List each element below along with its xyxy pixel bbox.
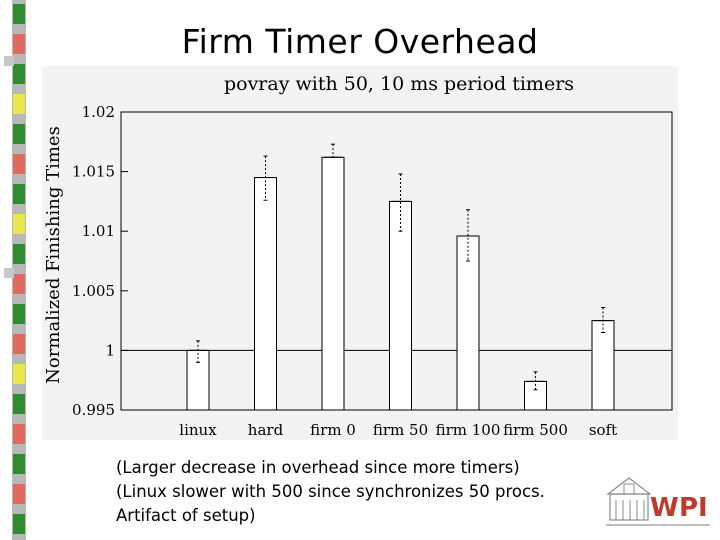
caption-line-2: (Linux slower with 500 since synchronize… [116, 482, 545, 501]
wpi-logo: W PI [606, 477, 710, 526]
bar-firm-50 [389, 200, 412, 411]
x-tick-label: firm 100 [436, 421, 501, 439]
x-tick-label: linux [179, 421, 217, 439]
bar-chart: povray with 50, 10 ms period timers Norm… [43, 73, 673, 439]
y-tick-label: 1.02 [82, 103, 115, 121]
chart-area: povray with 50, 10 ms period timers Norm… [42, 66, 678, 440]
caption-line-1: (Larger decrease in overhead since more … [116, 458, 520, 477]
y-tick-label: 1.015 [72, 163, 115, 181]
caption-line-3: Artifact of setup) [116, 506, 256, 525]
y-axis-label: Normalized Finishing Times [43, 126, 64, 384]
svg-text:PI: PI [679, 493, 708, 523]
y-tick-label: 0.995 [72, 401, 115, 419]
x-tick-label: hard [248, 421, 284, 439]
slide-title: Firm Timer Overhead [181, 22, 539, 61]
y-axis-ticks: 0.995 1 1.005 1.01 1.015 1.02 [72, 103, 128, 419]
bars [186, 143, 615, 411]
chart-title: povray with 50, 10 ms period timers [224, 73, 574, 95]
x-tick-label: firm 0 [310, 421, 356, 439]
bar-soft [591, 320, 615, 411]
x-axis-labels: linux hard firm 0 firm 50 firm 100 firm 500 so… [179, 421, 617, 439]
y-tick-label: 1.01 [82, 222, 115, 240]
bar-linux [186, 349, 210, 411]
svg-text:W: W [650, 493, 679, 523]
decorative-sidebar-strip [4, 0, 26, 540]
caption-block: (Larger decrease in overhead since more … [116, 456, 616, 528]
bar-firm-0 [321, 156, 345, 411]
bar-firm-100 [456, 235, 480, 411]
bar-hard [254, 177, 277, 411]
y-tick-label: 1.005 [72, 282, 115, 300]
x-tick-label: soft [589, 421, 617, 439]
y-tick-label: 1 [105, 341, 115, 359]
x-tick-label: firm 50 [373, 421, 428, 439]
x-tick-label: firm 500 [503, 421, 568, 439]
